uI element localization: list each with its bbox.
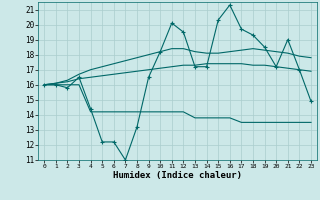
X-axis label: Humidex (Indice chaleur): Humidex (Indice chaleur) — [113, 171, 242, 180]
